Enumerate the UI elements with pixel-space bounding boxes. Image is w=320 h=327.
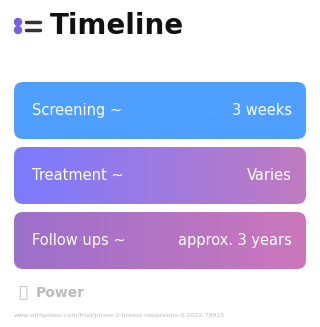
Text: 3 weeks: 3 weeks: [232, 103, 292, 118]
Text: approx. 3 years: approx. 3 years: [178, 233, 292, 248]
Text: Treatment ~: Treatment ~: [32, 168, 124, 183]
Text: Power: Power: [36, 286, 85, 300]
FancyBboxPatch shape: [14, 82, 306, 139]
Text: Varies: Varies: [247, 168, 292, 183]
Circle shape: [14, 19, 21, 26]
Text: Screening ~: Screening ~: [32, 103, 122, 118]
FancyBboxPatch shape: [14, 212, 306, 269]
Circle shape: [14, 26, 21, 33]
FancyBboxPatch shape: [14, 147, 306, 204]
Text: www.withpower.com/trial/phase-2-breast-neoplasms-8-2022-78915: www.withpower.com/trial/phase-2-breast-n…: [14, 313, 225, 318]
Text: Follow ups ~: Follow ups ~: [32, 233, 126, 248]
Text: Timeline: Timeline: [50, 12, 184, 40]
Text: ⓟ: ⓟ: [18, 285, 27, 301]
